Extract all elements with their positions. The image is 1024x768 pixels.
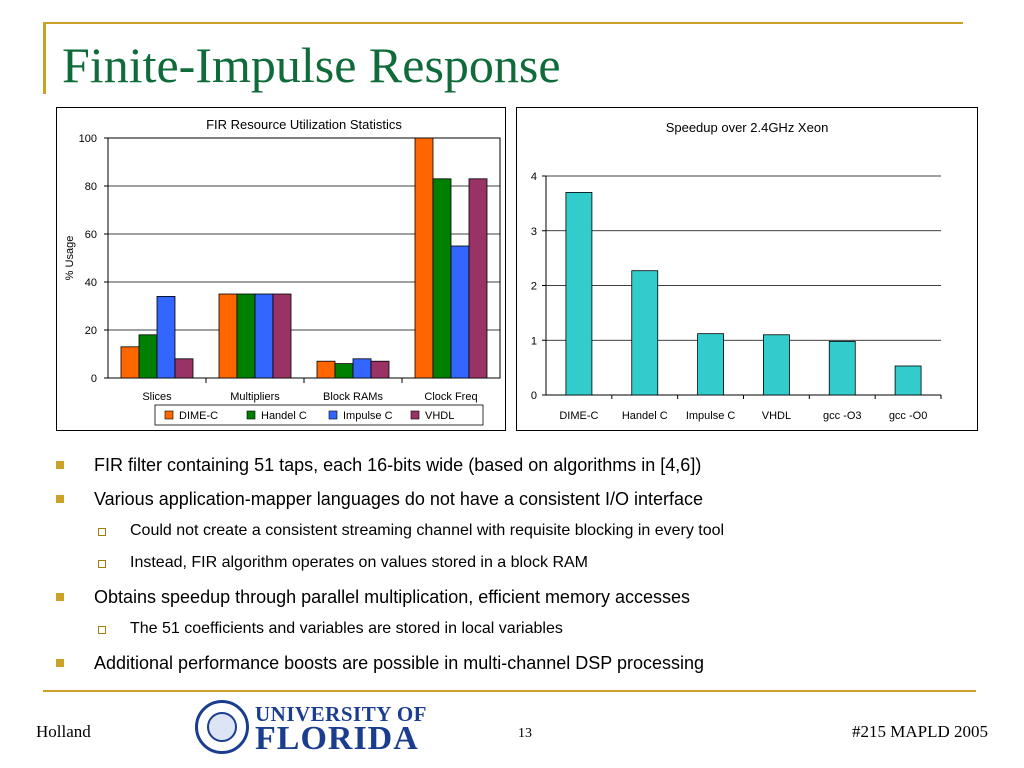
x-tick-label: DIME-C xyxy=(559,410,598,422)
logo-line-2: FLORIDA xyxy=(255,720,419,757)
bar-impulse-c xyxy=(156,295,176,379)
title-accent-bar xyxy=(43,22,46,94)
speedup-bar xyxy=(828,340,856,396)
sub-bullet-marker xyxy=(98,626,106,634)
y-tick-label: 2 xyxy=(531,281,537,293)
x-tick-label: Block RAMs xyxy=(323,391,383,403)
bar-vhdl xyxy=(370,360,390,379)
y-tick-label: 80 xyxy=(85,181,97,193)
x-tick-label: VHDL xyxy=(762,410,791,422)
speedup-chart-panel: Speedup over 2.4GHz Xeon 0 1 2 3 4 DIME-C Hande… xyxy=(516,107,978,431)
bar-handel-c xyxy=(138,334,158,379)
x-tick-label: Multipliers xyxy=(230,391,280,403)
legend-box xyxy=(154,404,484,426)
x-tick-label: gcc -O0 xyxy=(889,410,928,422)
y-tick-label: 4 xyxy=(531,171,537,183)
sub-bullet-text: The 51 coefficients and variables are st… xyxy=(130,620,563,637)
bar-impulse-c xyxy=(254,293,274,379)
bullet-item: Additional performance boosts are possib… xyxy=(56,650,996,684)
bar-handel-c xyxy=(236,293,256,379)
footer-conference: #215 MAPLD 2005 xyxy=(851,722,988,741)
bar-handel-c xyxy=(432,178,452,379)
chart-title: Speedup over 2.4GHz Xeon xyxy=(666,120,829,135)
x-tick-label: gcc -O3 xyxy=(823,410,862,422)
sub-bullet-text: Instead, FIR algorithm operates on value… xyxy=(130,554,588,571)
bullet-marker xyxy=(56,659,64,667)
bar-dime-c xyxy=(120,346,140,379)
y-tick-label: 0 xyxy=(531,390,537,402)
university-logo: UNIVERSITY OF FLORIDA xyxy=(195,700,427,760)
legend-label: Handel C xyxy=(261,410,307,422)
y-tick-label: 60 xyxy=(85,229,97,241)
speedup-bar xyxy=(763,334,790,396)
sub-bullet-item: Could not create a consistent streaming … xyxy=(56,520,996,552)
bullet-text: FIR filter containing 51 taps, each 16-b… xyxy=(94,455,702,475)
bar-vhdl xyxy=(272,293,292,379)
bullet-item: Various application-mapper languages do … xyxy=(56,486,996,520)
bullet-marker xyxy=(56,461,64,469)
bar-impulse-c xyxy=(450,245,470,379)
bullet-text: Various application-mapper languages do … xyxy=(94,489,704,509)
speedup-chart: Speedup over 2.4GHz Xeon 0 1 2 3 4 DIME-C Hande… xyxy=(531,120,942,422)
bar-dime-c xyxy=(316,360,336,379)
university-seal-icon xyxy=(195,700,249,754)
sub-bullet-marker xyxy=(98,528,106,536)
legend-swatch xyxy=(328,410,338,420)
bullet-item: FIR filter containing 51 taps, each 16-b… xyxy=(56,452,996,486)
speedup-bar xyxy=(697,333,724,396)
y-tick-label: 1 xyxy=(531,335,537,347)
y-tick-label: 3 xyxy=(531,226,537,238)
speedup-bar xyxy=(565,192,593,396)
footer-rule xyxy=(43,690,976,692)
x-tick-label: Impulse C xyxy=(686,410,736,422)
speedup-bar xyxy=(894,365,922,396)
bullet-text: Additional performance boosts are possib… xyxy=(94,653,704,673)
bullet-item: Obtains speedup through parallel multipl… xyxy=(56,584,996,618)
y-tick-label: 100 xyxy=(79,133,97,145)
bullet-marker xyxy=(56,495,64,503)
legend-swatch xyxy=(410,410,420,420)
bar-impulse-c xyxy=(352,358,372,379)
legend-label: VHDL xyxy=(425,410,454,422)
logo-line-1: UNIVERSITY OF xyxy=(255,702,427,726)
y-tick-label: 20 xyxy=(85,325,97,337)
legend-label: Impulse C xyxy=(343,410,393,422)
slide-title: Finite-Impulse Response xyxy=(62,37,561,93)
bar-vhdl xyxy=(468,178,488,379)
sub-bullet-text: Could not create a consistent streaming … xyxy=(130,522,725,539)
bullet-list: FIR filter containing 51 taps, each 16-b… xyxy=(56,452,996,684)
legend-label: DIME-C xyxy=(179,410,218,422)
bullet-text: Obtains speedup through parallel multipl… xyxy=(94,587,690,607)
bullet-marker xyxy=(56,593,64,601)
bar-dime-c xyxy=(218,293,238,379)
sub-bullet-item: Instead, FIR algorithm operates on value… xyxy=(56,552,996,584)
x-tick-label: Slices xyxy=(142,391,172,403)
legend-swatch xyxy=(246,410,256,420)
footer-author: Holland xyxy=(36,722,91,741)
x-tick-label: Clock Freq xyxy=(424,391,477,403)
bar-dime-c xyxy=(414,137,434,379)
y-tick-label: 40 xyxy=(85,277,97,289)
resource-chart-panel: FIR Resource Utilization Statistics 0 20 40… xyxy=(56,107,506,431)
page-number: 13 xyxy=(518,726,532,741)
speedup-bar xyxy=(631,270,659,396)
y-tick-label: 0 xyxy=(91,373,97,385)
chart-title: FIR Resource Utilization Statistics xyxy=(206,117,402,132)
bar-vhdl xyxy=(174,358,194,379)
resource-utilization-chart: FIR Resource Utilization Statistics 0 20 40… xyxy=(64,117,501,426)
sub-bullet-item: The 51 coefficients and variables are st… xyxy=(56,618,996,650)
bar-handel-c xyxy=(334,363,354,379)
legend-swatch xyxy=(164,410,174,420)
x-tick-label: Handel C xyxy=(622,410,668,422)
top-rule xyxy=(43,22,963,24)
y-axis-label: % Usage xyxy=(64,236,76,281)
sub-bullet-marker xyxy=(98,560,106,568)
